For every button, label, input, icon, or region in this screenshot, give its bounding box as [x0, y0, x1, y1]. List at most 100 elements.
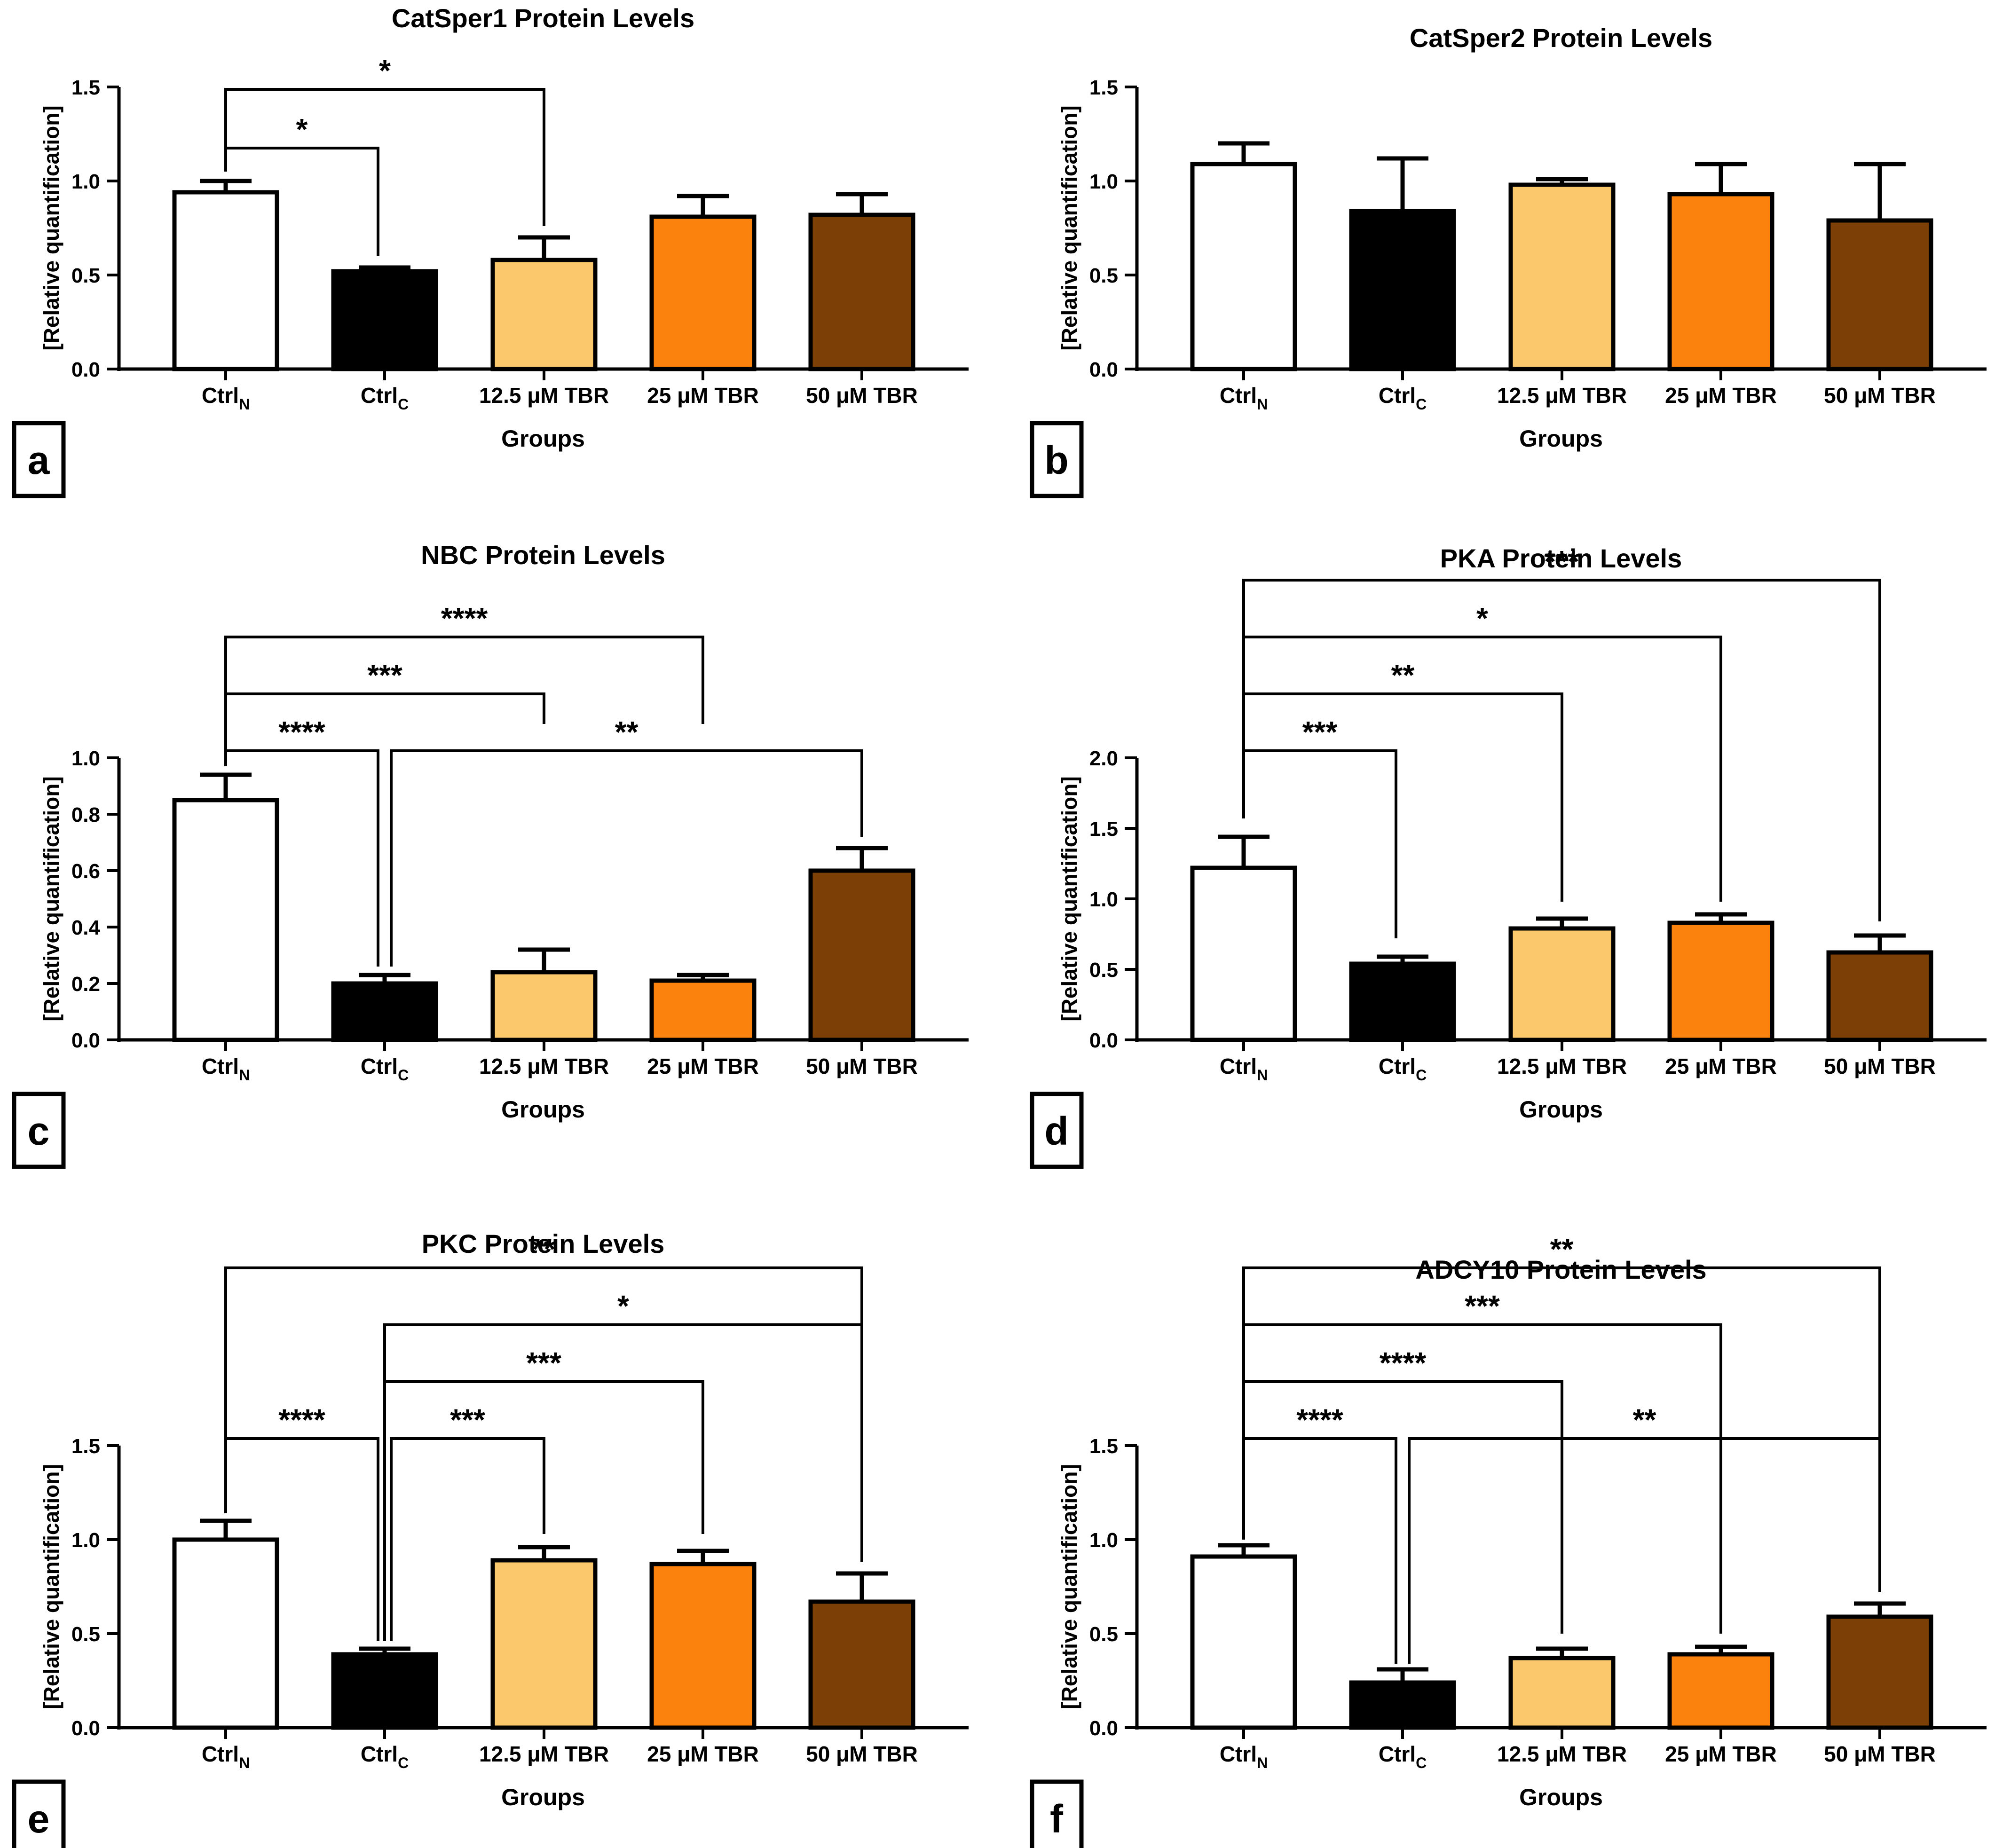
significance-bracket — [224, 1266, 863, 1562]
x-tick-label: 50 μM TBR — [806, 1054, 918, 1078]
y-axis-label: [Relative quantification] — [39, 776, 63, 1021]
x-axis-label: Groups — [1519, 425, 1603, 452]
bar — [331, 981, 438, 1042]
x-tick-label: 12.5 μM TBR — [1497, 1054, 1627, 1078]
y-axis-label: [Relative quantification] — [39, 1464, 63, 1709]
x-axis-label: Groups — [1519, 1784, 1603, 1810]
bar — [1667, 192, 1774, 371]
significance-label: *** — [450, 1403, 485, 1437]
y-tick-label: 1.0 — [71, 1529, 100, 1552]
x-tick-label: 50 μM TBR — [1824, 383, 1936, 408]
x-tick-label: 50 μM TBR — [806, 1742, 918, 1766]
panel-label: c — [28, 1109, 50, 1153]
bar — [1349, 209, 1456, 371]
chart-panel-b: CatSper2 Protein Levels 0.0 0.5 1.0 1.5 CtrlN… — [1030, 23, 1987, 498]
x-tick-label: 50 μM TBR — [806, 383, 918, 408]
y-tick-label: 0.4 — [71, 916, 101, 939]
y-tick-label: 0.5 — [71, 264, 100, 287]
significance-label: *** — [1544, 544, 1579, 578]
y-tick-label: 1.0 — [1089, 888, 1118, 911]
y-tick-label: 1.0 — [1089, 170, 1118, 193]
x-tick-label: CtrlC — [361, 1054, 409, 1084]
chart-panel-a: CatSper1 Protein Levels 0.0 0.5 1.0 1.5 CtrlN… — [12, 3, 969, 498]
panel-label: f — [1050, 1797, 1064, 1841]
y-tick-label: 0.0 — [71, 358, 100, 381]
y-tick-label: 1.5 — [71, 76, 100, 99]
bar — [172, 1537, 279, 1730]
bar — [1349, 1680, 1456, 1730]
x-tick-label: CtrlN — [1220, 383, 1268, 413]
x-tick-label: 12.5 μM TBR — [479, 383, 609, 408]
y-tick-label: 1.5 — [1089, 76, 1118, 99]
significance-bracket — [224, 692, 545, 766]
x-axis-label: Groups — [1519, 1096, 1603, 1123]
panel-label-box — [12, 1092, 66, 1169]
bar — [1826, 950, 1933, 1042]
chart-title: CatSper1 Protein Levels — [392, 3, 694, 33]
bar — [1508, 1656, 1616, 1730]
bar — [808, 212, 915, 371]
x-axis-label: Groups — [501, 425, 585, 452]
chart-title: PKC Protein Levels — [422, 1229, 665, 1258]
x-tick-label: 25 μM TBR — [647, 1742, 759, 1766]
significance-label: ** — [532, 1232, 556, 1266]
significance-bracket — [390, 1437, 545, 1641]
chart-panel-f: ADCY10 Protein Levels 0.0 0.5 1.0 1.5 CtrlN Ct… — [1030, 1232, 1987, 1848]
x-tick-label: 25 μM TBR — [647, 1054, 759, 1078]
x-tick-label: CtrlN — [202, 383, 250, 413]
x-tick-label: CtrlC — [1379, 383, 1427, 413]
bar — [1190, 1554, 1297, 1730]
significance-label: ** — [1633, 1403, 1656, 1437]
y-tick-label: 1.5 — [1089, 1435, 1118, 1458]
x-tick-label: 50 μM TBR — [1824, 1742, 1936, 1766]
bar — [490, 1558, 598, 1730]
x-tick-label: CtrlC — [361, 1742, 409, 1771]
panel-label-box — [1030, 1092, 1084, 1169]
x-tick-label: CtrlN — [202, 1054, 250, 1084]
bar — [172, 190, 279, 371]
significance-label: *** — [526, 1346, 561, 1380]
chart-title: ADCY10 Protein Levels — [1415, 1255, 1706, 1284]
panel-label-box — [12, 421, 66, 498]
significance-label: *** — [367, 658, 402, 692]
x-tick-label: 50 μM TBR — [1824, 1054, 1936, 1078]
significance-label: **** — [1380, 1346, 1427, 1380]
panel-label: e — [28, 1797, 50, 1841]
y-tick-label: 2.0 — [1089, 747, 1118, 770]
significance-bracket — [224, 636, 704, 766]
bar — [1667, 920, 1774, 1042]
x-tick-label: 12.5 μM TBR — [1497, 383, 1627, 408]
y-tick-label: 0.5 — [71, 1623, 100, 1646]
y-tick-label: 1.5 — [1089, 818, 1118, 841]
x-tick-label: 25 μM TBR — [1665, 383, 1777, 408]
chart-panel-d: PKA Protein Levels 0.0 0.5 1.0 1.5 2.0 CtrlN Ct… — [1030, 543, 1987, 1169]
significance-label: * — [617, 1289, 629, 1323]
bar — [1826, 218, 1933, 371]
y-tick-label: 0.0 — [1089, 1029, 1118, 1052]
chart-panel-c: NBC Protein Levels 0.0 0.2 0.4 0.6 0.8 1.0 Ctrl… — [12, 540, 969, 1169]
y-tick-label: 0.8 — [71, 803, 100, 826]
significance-label: ** — [1391, 658, 1415, 692]
significance-bracket — [224, 88, 545, 226]
panel-label: a — [28, 438, 50, 482]
panel-label-box — [1030, 421, 1084, 498]
significance-label: ** — [615, 715, 639, 749]
bar — [331, 269, 438, 371]
significance-label: * — [379, 54, 391, 87]
x-tick-label: CtrlC — [361, 383, 409, 413]
x-tick-label: CtrlN — [202, 1742, 250, 1771]
x-tick-label: 12.5 μM TBR — [1497, 1742, 1627, 1766]
y-tick-label: 0.0 — [1089, 1717, 1118, 1740]
y-tick-label: 0.0 — [71, 1717, 100, 1740]
bar — [1826, 1614, 1933, 1730]
y-tick-label: 0.0 — [71, 1029, 100, 1052]
y-axis-label: [Relative quantification] — [1057, 776, 1081, 1021]
y-tick-label: 0.0 — [1089, 358, 1118, 381]
y-tick-label: 0.2 — [71, 973, 100, 996]
panel-label: b — [1044, 438, 1068, 482]
y-tick-label: 0.5 — [1089, 959, 1118, 982]
panel-label-box — [1030, 1779, 1084, 1848]
bar — [1349, 961, 1456, 1042]
y-tick-label: 1.0 — [71, 170, 100, 193]
